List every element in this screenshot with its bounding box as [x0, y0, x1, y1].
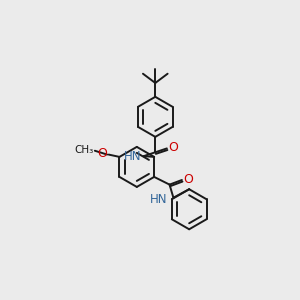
Text: HN: HN — [124, 150, 141, 164]
Text: HN: HN — [150, 193, 167, 206]
Text: O: O — [183, 173, 193, 186]
Text: O: O — [168, 141, 178, 154]
Text: CH₃: CH₃ — [74, 145, 93, 155]
Text: O: O — [97, 147, 107, 160]
